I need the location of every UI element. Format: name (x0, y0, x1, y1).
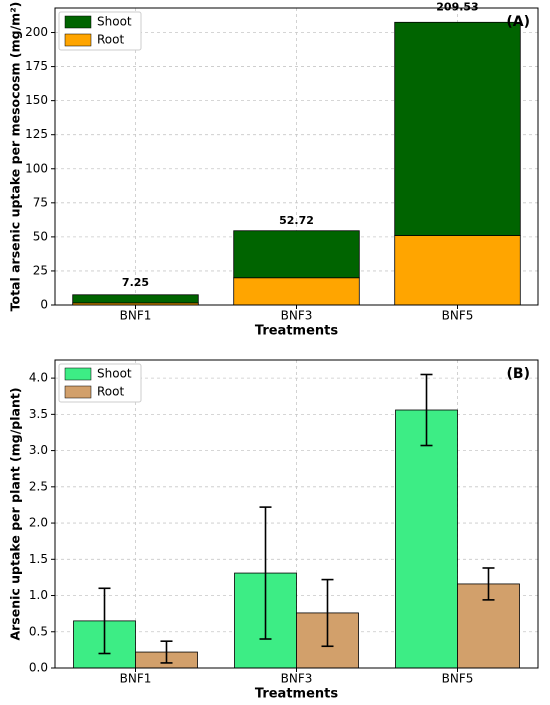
total-label: 7.25 (122, 276, 149, 289)
y-axis-label: Arsenic uptake per plant (mg/plant) (8, 387, 23, 640)
y-tick-label: 125 (25, 127, 48, 141)
total-label: 209.53 (436, 1, 478, 14)
y-tick-label: 50 (33, 229, 48, 243)
bar-segment (394, 21, 521, 236)
bar-segment (394, 235, 521, 306)
chart-panel: 0 25 50 75 100 125 150 175 200 BNF1 BNF3 BNF5 7.25 52… (8, 1, 539, 339)
bar-segment (72, 294, 199, 304)
plot-frame (54, 7, 539, 306)
legend-label: Shoot (97, 15, 132, 29)
bar (395, 409, 458, 669)
legend-label: Shoot (97, 367, 132, 381)
y-tick-label: 2.5 (29, 479, 48, 493)
legend-swatch (64, 15, 92, 29)
y-tick-label: 0.5 (29, 624, 48, 638)
y-tick-label: 150 (25, 93, 48, 107)
chart-panel: 0.0 0.5 1.0 1.5 2.0 2.5 3.0 3.5 4.0 BNF1 BNF3 BNF5 (… (8, 359, 539, 702)
y-tick-label: 1.5 (29, 552, 48, 566)
legend-swatch (64, 367, 92, 381)
y-tick-label: 100 (25, 161, 48, 175)
y-tick-label: 200 (25, 25, 48, 39)
x-axis-label: Treatments (255, 324, 338, 339)
legend-label: Root (97, 33, 124, 47)
x-tick-label: BNF5 (442, 309, 474, 323)
bar-segment (233, 230, 360, 279)
y-tick-label: 1.0 (29, 588, 48, 602)
y-tick-label: 3.5 (29, 407, 48, 421)
y-tick-label: 4.0 (29, 371, 48, 385)
x-tick-label: BNF1 (120, 309, 152, 323)
plot-frame (54, 359, 539, 669)
y-tick-label: 2.0 (29, 516, 48, 530)
y-tick-label: 25 (33, 263, 48, 277)
panel-label: (B) (507, 366, 530, 382)
x-tick-label: BNF5 (442, 672, 474, 686)
x-tick-label: BNF3 (281, 672, 313, 686)
y-tick-label: 3.0 (29, 443, 48, 457)
total-label: 52.72 (279, 214, 314, 227)
x-tick-label: BNF3 (281, 309, 313, 323)
bar-segment (233, 277, 360, 306)
y-tick-label: 175 (25, 59, 48, 73)
y-axis-label: Total arsenic uptake per mesocosm (mg/m²… (8, 2, 23, 312)
y-tick-label: 75 (33, 195, 48, 209)
legend-swatch (64, 385, 92, 399)
legend-label: Root (97, 385, 124, 399)
panel-label: (A) (506, 14, 530, 30)
legend-swatch (64, 33, 92, 47)
x-axis-label: Treatments (255, 687, 338, 702)
x-tick-label: BNF1 (120, 672, 152, 686)
y-tick-label: 0.0 (29, 661, 48, 675)
y-tick-label: 0 (40, 298, 48, 312)
